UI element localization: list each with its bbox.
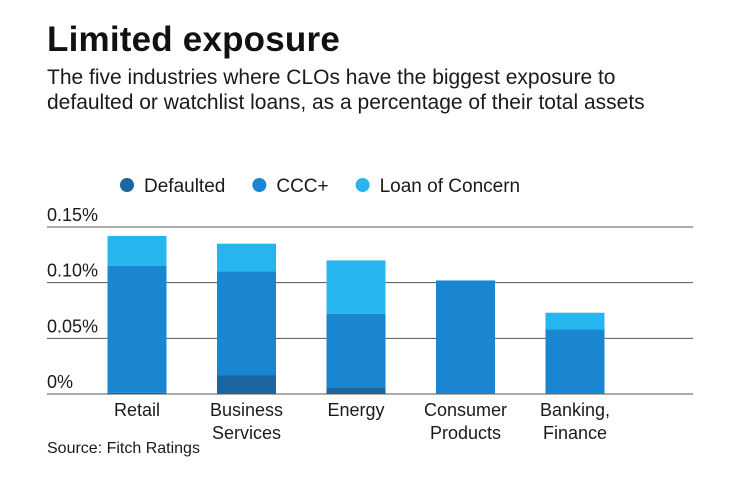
x-tick-label-1-1: Services [212, 423, 281, 443]
bar-1-loan-of-concern [217, 243, 276, 272]
legend-label-2: Loan of Concern [380, 176, 521, 197]
x-tick-label-1-0: Business [210, 400, 283, 420]
chart-title: Limited exposure [47, 20, 340, 59]
x-tick-label-4-0: Banking, [540, 400, 610, 420]
bar-3-ccc- [436, 280, 495, 394]
bar-1-defaulted [217, 375, 276, 394]
y-tick-label-3: 0.15% [47, 205, 98, 225]
bar-0-loan-of-concern [107, 235, 167, 266]
y-tick-label-0: 0% [47, 372, 73, 392]
bar-2-loan-of-concern [326, 260, 386, 314]
source-note: Source: Fitch Ratings [47, 440, 200, 457]
bar-1-ccc- [217, 271, 276, 376]
x-tick-label-2-0: Energy [327, 400, 384, 420]
legend-label-1: CCC+ [276, 176, 328, 197]
bar-0-defaulted [107, 392, 167, 394]
bar-4-loan-of-concern [545, 312, 605, 330]
legend-marker-2 [355, 178, 370, 192]
x-tick-label-3-0: Consumer [424, 400, 507, 420]
legend-marker-0 [120, 178, 134, 192]
chart-subtitle: The five industries where CLOs have the … [47, 66, 645, 114]
bar-0-ccc- [107, 265, 167, 393]
x-tick-label-4-1: Finance [543, 423, 607, 443]
bar-2-defaulted [326, 387, 386, 394]
x-tick-label-0-0: Retail [114, 400, 160, 420]
x-tick-label-3-1: Products [430, 423, 501, 443]
legend-marker-1 [252, 178, 267, 192]
y-tick-label-1: 0.05% [47, 316, 98, 336]
bar-2-ccc- [326, 313, 386, 388]
bar-4-ccc- [545, 329, 605, 394]
y-tick-label-2: 0.10% [47, 261, 98, 281]
legend-label-0: Defaulted [144, 176, 225, 197]
